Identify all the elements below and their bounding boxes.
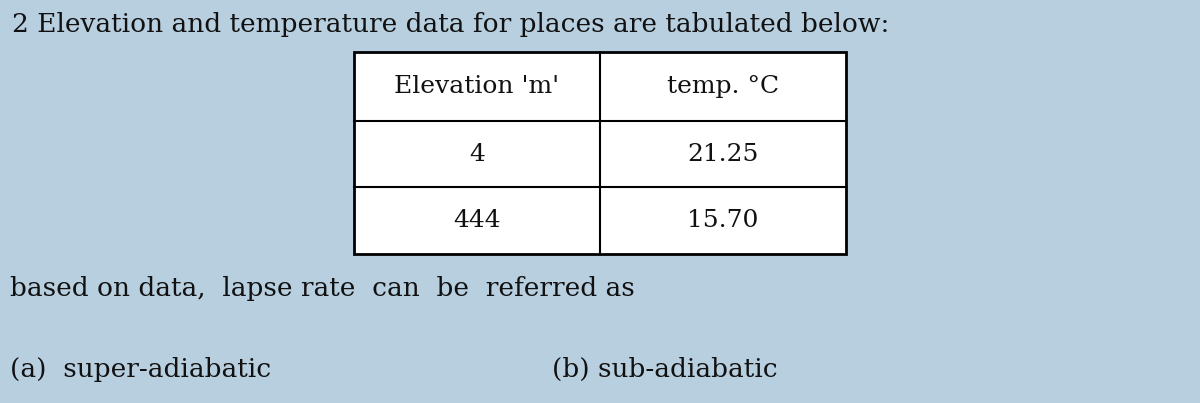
Text: 444: 444 — [454, 209, 500, 232]
Text: Elevation 'm': Elevation 'm' — [395, 75, 559, 98]
Text: (b) sub-adiabatic: (b) sub-adiabatic — [552, 357, 778, 382]
Text: 4: 4 — [469, 143, 485, 166]
Text: 2 Elevation and temperature data for places are tabulated below:: 2 Elevation and temperature data for pla… — [12, 12, 889, 37]
Text: temp. °C: temp. °C — [667, 75, 779, 98]
Text: 21.25: 21.25 — [688, 143, 758, 166]
Text: 15.70: 15.70 — [688, 209, 758, 232]
Text: based on data,  lapse rate  can  be  referred as: based on data, lapse rate can be referre… — [10, 276, 635, 301]
Text: (a)  super-adiabatic: (a) super-adiabatic — [10, 357, 271, 382]
